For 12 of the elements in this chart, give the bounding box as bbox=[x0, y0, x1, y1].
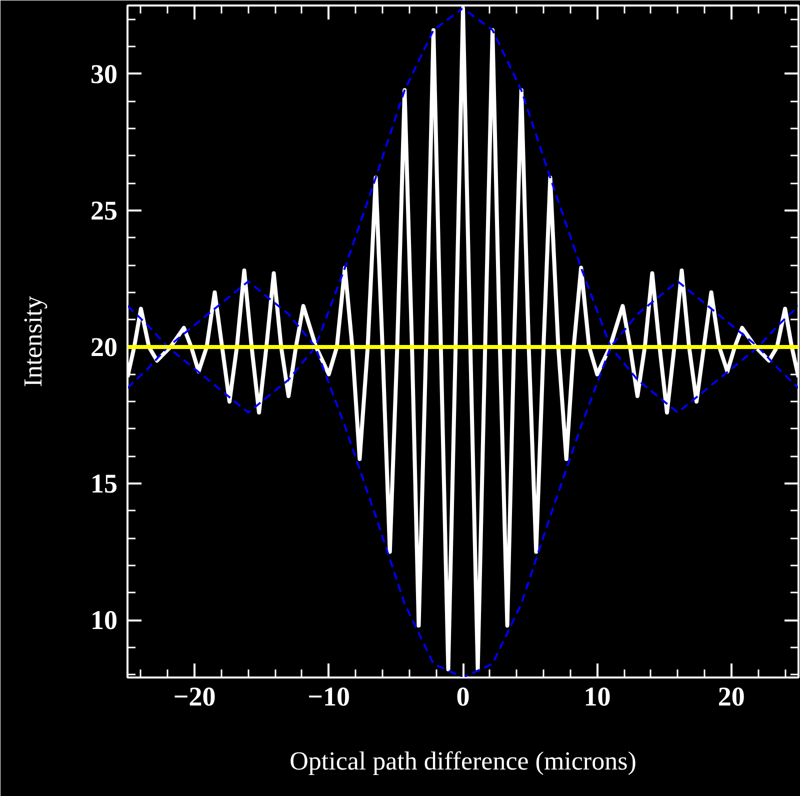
x-tick-label: −20 bbox=[173, 682, 216, 712]
y-tick-label: 20 bbox=[90, 332, 118, 362]
x-axis-title: Optical path difference (microns) bbox=[290, 746, 636, 776]
y-axis-title: Intensity bbox=[18, 296, 48, 387]
x-tick-label: 0 bbox=[456, 682, 470, 712]
y-tick-label: 10 bbox=[90, 605, 118, 636]
y-tick-label: 30 bbox=[90, 58, 118, 89]
x-tick-label: 20 bbox=[718, 682, 745, 712]
x-tick-label: 10 bbox=[584, 682, 611, 712]
x-tick-label: −10 bbox=[308, 682, 350, 712]
y-tick-label: 15 bbox=[90, 468, 118, 499]
y-tick-label: 25 bbox=[90, 195, 118, 226]
